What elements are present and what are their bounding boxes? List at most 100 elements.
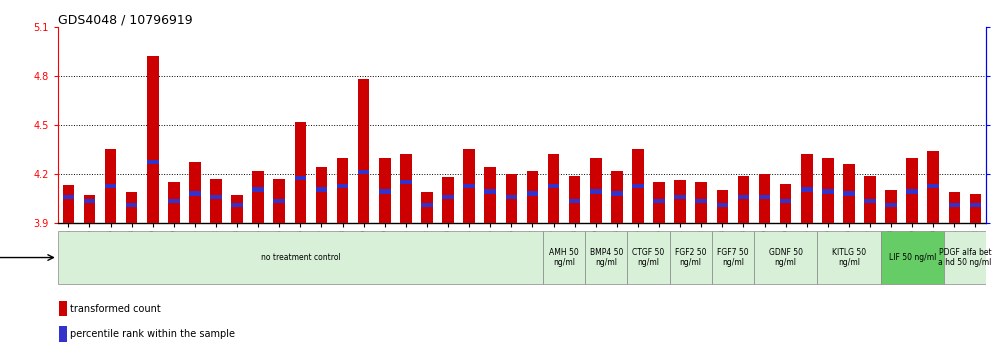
Bar — [865, 176, 875, 223]
Bar — [801, 154, 813, 223]
Bar — [906, 158, 918, 223]
Bar — [780, 199, 792, 204]
Bar — [527, 192, 538, 195]
Bar — [885, 190, 897, 223]
Bar — [442, 177, 454, 223]
Bar — [948, 192, 960, 223]
Bar — [168, 199, 179, 204]
Bar — [716, 190, 728, 223]
Bar — [818, 231, 880, 284]
Bar — [611, 192, 622, 195]
Bar — [58, 231, 543, 284]
Bar — [274, 179, 285, 223]
Bar — [569, 176, 581, 223]
Bar — [274, 199, 285, 204]
Text: transformed count: transformed count — [70, 303, 161, 314]
Bar — [738, 195, 749, 199]
Bar — [125, 192, 137, 223]
Text: KITLG 50
ng/ml: KITLG 50 ng/ml — [832, 248, 866, 267]
Bar — [822, 158, 834, 223]
Bar — [569, 199, 581, 204]
Bar — [231, 195, 243, 223]
Bar — [586, 231, 627, 284]
Bar — [316, 167, 328, 223]
Bar — [695, 182, 707, 223]
Bar — [885, 203, 897, 207]
Bar — [548, 184, 560, 188]
Bar — [442, 195, 454, 199]
Bar — [210, 195, 222, 199]
Text: GDS4048 / 10796919: GDS4048 / 10796919 — [58, 13, 192, 27]
Bar — [674, 195, 686, 199]
Text: BMP4 50
ng/ml: BMP4 50 ng/ml — [590, 248, 622, 267]
Bar — [506, 195, 517, 199]
Bar — [590, 158, 602, 223]
Bar — [63, 195, 74, 199]
Bar — [463, 149, 475, 223]
Bar — [944, 231, 986, 284]
Bar — [105, 149, 117, 223]
Bar — [59, 326, 67, 342]
Bar — [653, 199, 665, 204]
Bar — [146, 56, 158, 223]
Bar — [822, 189, 834, 194]
Bar — [669, 231, 712, 284]
Bar — [611, 171, 622, 223]
Bar — [484, 189, 496, 194]
Bar — [59, 301, 67, 316]
Bar — [927, 184, 939, 188]
Bar — [927, 151, 939, 223]
Bar — [627, 231, 669, 284]
Bar — [527, 171, 538, 223]
Bar — [168, 182, 179, 223]
Bar — [210, 179, 222, 223]
Bar — [712, 231, 754, 284]
Bar — [189, 192, 201, 195]
Bar — [738, 176, 749, 223]
Bar — [400, 179, 411, 184]
Bar — [906, 189, 918, 194]
Text: PDGF alfa bet
a hd 50 ng/ml: PDGF alfa bet a hd 50 ng/ml — [938, 248, 992, 267]
Bar — [463, 184, 475, 188]
Bar — [506, 174, 517, 223]
Text: GDNF 50
ng/ml: GDNF 50 ng/ml — [769, 248, 803, 267]
Bar — [316, 188, 328, 192]
Bar — [146, 160, 158, 164]
Bar — [590, 189, 602, 194]
Bar — [632, 149, 643, 223]
Bar — [632, 184, 643, 188]
Bar — [252, 171, 264, 223]
Bar — [105, 184, 117, 188]
Bar — [948, 203, 960, 207]
Bar — [337, 184, 349, 188]
Bar — [759, 174, 770, 223]
Bar — [358, 79, 370, 223]
Bar — [754, 231, 818, 284]
Text: LIF 50 ng/ml: LIF 50 ng/ml — [888, 253, 936, 262]
Bar — [865, 199, 875, 204]
Bar — [970, 194, 981, 223]
Bar — [843, 164, 855, 223]
Text: no treatment control: no treatment control — [261, 253, 341, 262]
Bar — [484, 167, 496, 223]
Text: AMH 50
ng/ml: AMH 50 ng/ml — [549, 248, 579, 267]
Bar — [421, 192, 433, 223]
Bar — [801, 188, 813, 192]
Bar — [400, 154, 411, 223]
Text: FGF2 50
ng/ml: FGF2 50 ng/ml — [675, 248, 706, 267]
Bar — [695, 199, 707, 204]
Bar — [337, 158, 349, 223]
Bar — [716, 203, 728, 207]
Bar — [358, 170, 370, 174]
Bar — [843, 192, 855, 195]
Text: CTGF 50
ng/ml: CTGF 50 ng/ml — [632, 248, 664, 267]
Bar — [231, 203, 243, 207]
Bar — [295, 121, 306, 223]
Bar — [125, 203, 137, 207]
Text: percentile rank within the sample: percentile rank within the sample — [70, 329, 235, 339]
Bar — [548, 154, 560, 223]
Text: FGF7 50
ng/ml: FGF7 50 ng/ml — [717, 248, 749, 267]
Bar — [84, 195, 96, 223]
Bar — [543, 231, 586, 284]
Bar — [880, 231, 944, 284]
